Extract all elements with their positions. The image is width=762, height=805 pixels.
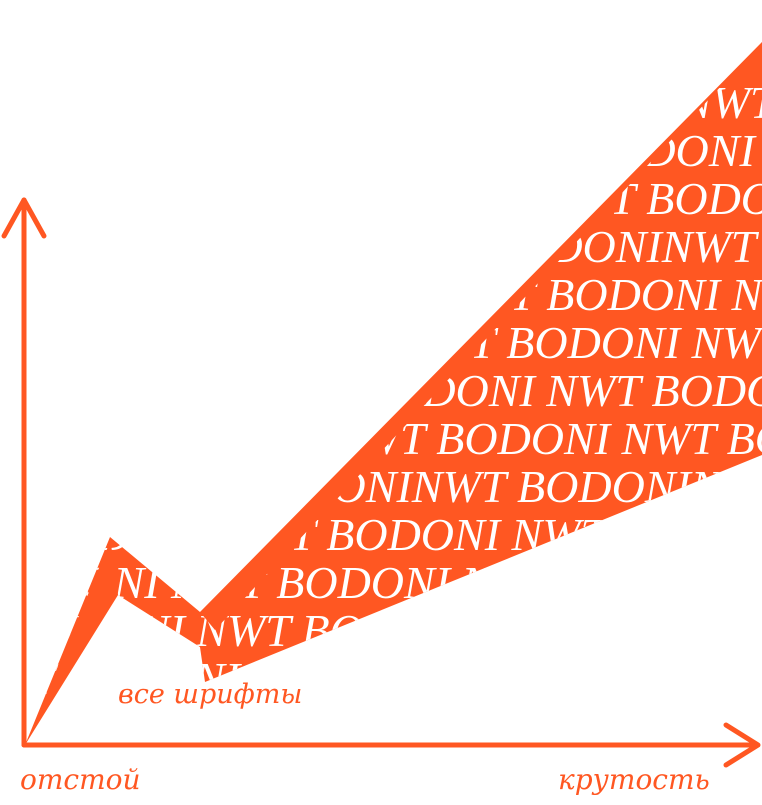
pattern-text-row: NWT BODONI NWT BODONI NWT BODONI NWT BOD…: [99, 77, 762, 128]
pattern-text-row: BODONINWT BODONINWT BODONINWT BODONINWT …: [0, 461, 762, 512]
curve-label: все шрифты: [118, 679, 303, 710]
pattern-text-row: BODONI NWT BODONI NWT BODONI NWT BODONI …: [0, 605, 762, 656]
pattern-text-row: BODONINWT BODONINWT BODONINWT BODONINWT …: [0, 221, 762, 272]
x-axis-max-label: крутость: [558, 763, 710, 796]
bodoni-text-pattern: NWT BODONI NWT BODONI NWT BODONI NWT BOD…: [0, 77, 762, 704]
pattern-text-row: NWT BODONI NWT BODONI NWT BODONI NWT BOD…: [0, 317, 762, 368]
pattern-text-row: BODONI NWT BODONI NWT BODONI NWT BODONI …: [0, 125, 762, 176]
x-axis-min-label: отстой: [20, 763, 141, 796]
pattern-text-row: NWT BODONI NWT BODONI NWT BODONI NWT BOD…: [0, 269, 762, 320]
growth-area: [25, 42, 762, 745]
pattern-text-row: NWT BODONI NWT BODONI NWT BODONI NWT BOD…: [0, 173, 762, 224]
axes: [1, 197, 761, 768]
arrow-up-icon: [1, 197, 47, 239]
pattern-text-row: NWT BODONI NWT BODONI NWT BODONI NWT BOD…: [0, 653, 762, 704]
arrow-right-icon: [723, 722, 761, 768]
pattern-text-row: BODONI NWT BODONI NWT BODONI NWT BODONI …: [0, 365, 762, 416]
pattern-text-row: NWT BODONI NWT BODONI NWT BODONI NWT BOD…: [0, 509, 762, 560]
